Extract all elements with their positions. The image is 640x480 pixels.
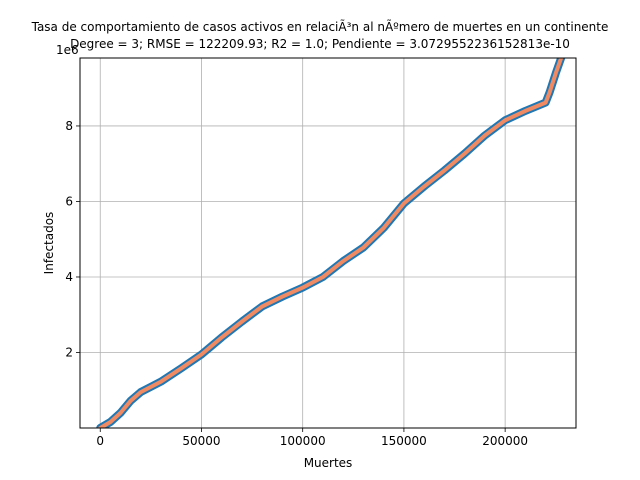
x-tick-label: 50000	[182, 434, 220, 448]
x-axis-ticks: 0 50000 100000 150000 200000	[96, 428, 528, 448]
series-line-2	[98, 58, 564, 428]
series-layer	[96, 58, 566, 428]
y-offset-label: 1e6	[56, 43, 79, 57]
chart-title: Tasa de comportamiento de casos activos …	[31, 19, 609, 34]
y-axis-label: Infectados	[42, 212, 56, 275]
x-tick-label: 100000	[280, 434, 326, 448]
y-tick-label: 8	[65, 119, 73, 133]
plot-frame	[79, 57, 577, 429]
x-tick-label: 0	[96, 434, 104, 448]
x-axis-label: Muertes	[304, 456, 353, 470]
y-axis-ticks: 2 4 6 8	[65, 119, 80, 359]
y-tick-label: 6	[65, 194, 73, 208]
chart-subtitle: Degree = 3; RMSE = 122209.93; R2 = 1.0; …	[70, 37, 570, 51]
series-line-1	[96, 58, 566, 428]
x-tick-label: 150000	[381, 434, 427, 448]
y-tick-label: 4	[65, 270, 73, 284]
y-tick-label: 2	[65, 345, 73, 359]
grid	[80, 58, 576, 428]
x-tick-label: 200000	[482, 434, 528, 448]
